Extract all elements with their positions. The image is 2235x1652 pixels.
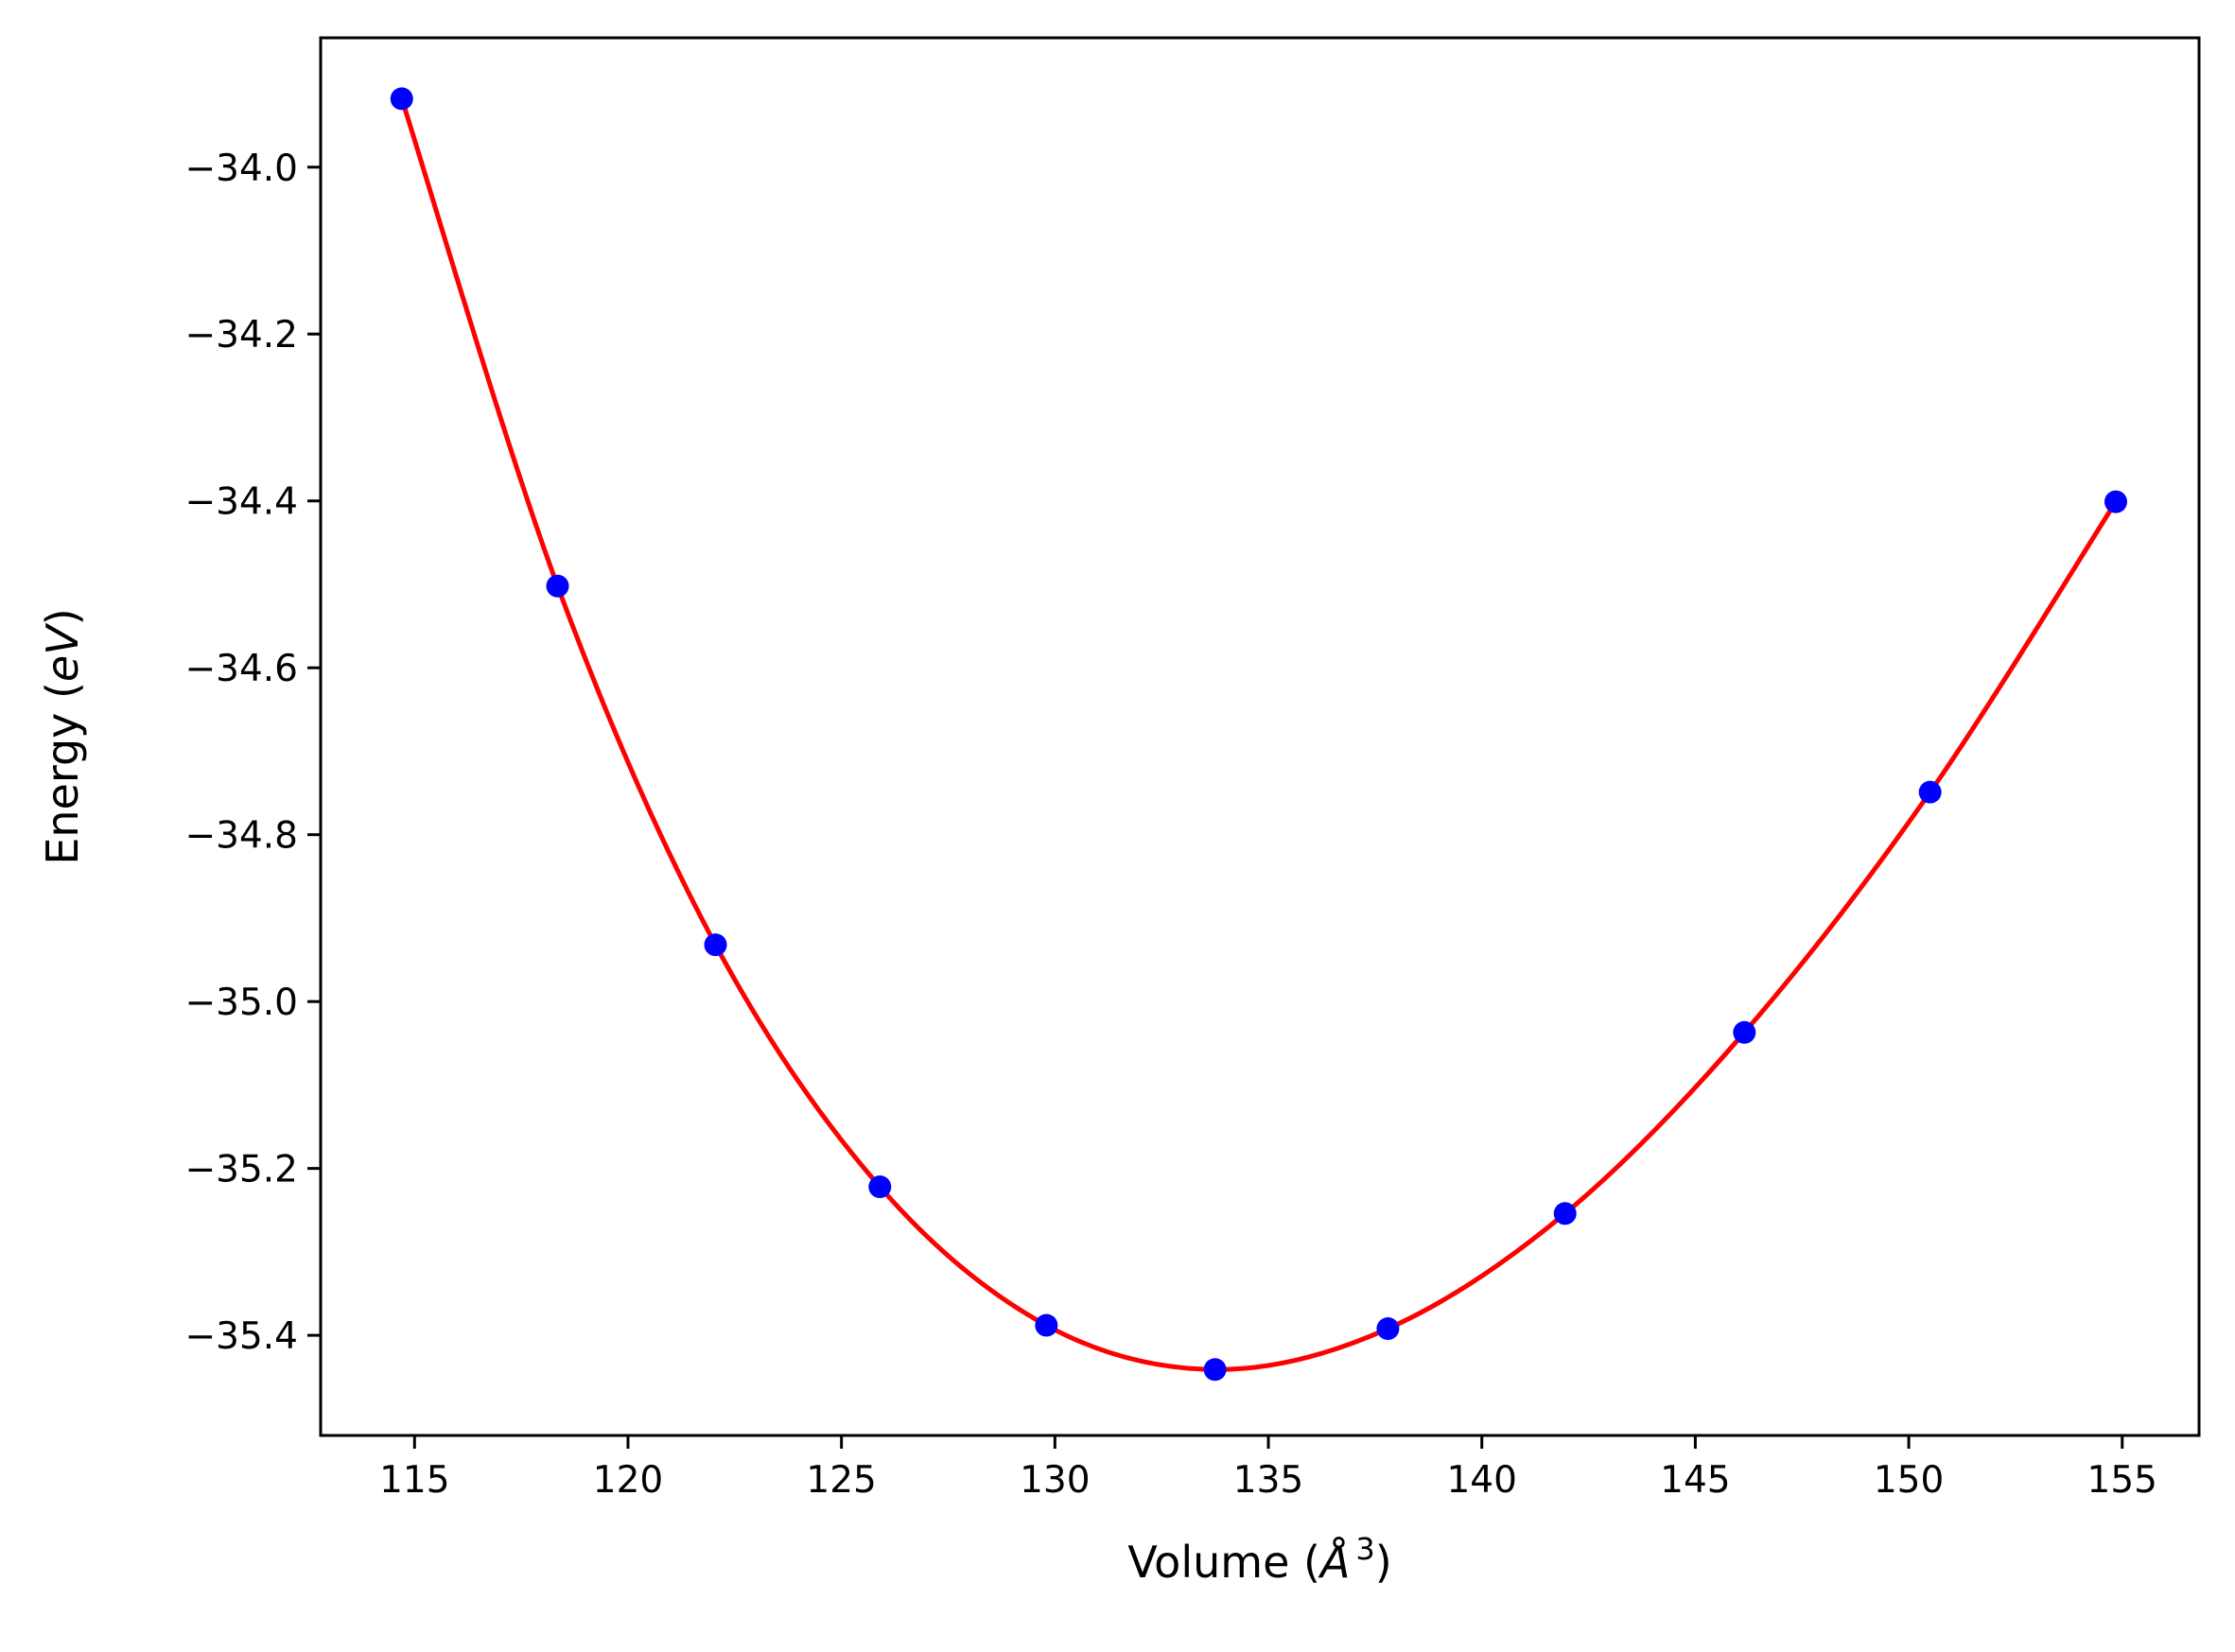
y-tick-label: −34.8 [184, 815, 298, 858]
x-axis-label: Volume (Å 3) [1127, 1531, 1391, 1588]
x-tick-label: 140 [1446, 1459, 1516, 1502]
y-tick-label: −35.2 [184, 1149, 298, 1191]
y-tick-label: −35.4 [184, 1315, 298, 1358]
x-axis-label-symbol: Å [1318, 1537, 1350, 1588]
y-tick-label: −34.4 [184, 481, 298, 524]
y-axis-label: Energy (eV) [37, 608, 88, 864]
data-point [1203, 1358, 1227, 1382]
data-point [1733, 1020, 1756, 1044]
y-tick-label: −35.0 [184, 982, 298, 1024]
x-tick-label: 150 [1874, 1459, 1944, 1502]
x-axis-ticks: 115 120 125 130 135 140 145 150 155 [379, 1435, 2157, 1502]
x-axis-label-exponent: 3 [1355, 1531, 1374, 1567]
y-axis-label-symbol: eV [37, 622, 88, 682]
y-tick-label: −34.6 [184, 648, 298, 690]
x-tick-label: 130 [1020, 1459, 1090, 1502]
data-point [1553, 1202, 1577, 1226]
data-point [546, 574, 569, 598]
data-point [704, 933, 727, 957]
x-tick-label: 115 [379, 1459, 449, 1502]
plot-frame [319, 36, 2201, 1437]
fit-curve [399, 97, 2119, 1372]
y-tick-label: −34.0 [184, 148, 298, 190]
x-tick-label: 120 [593, 1459, 663, 1502]
data-point [1918, 780, 1942, 804]
x-tick-label: 145 [1660, 1459, 1730, 1502]
x-axis-label-text: Volume ( [1127, 1537, 1320, 1588]
x-tick-label: 155 [2087, 1459, 2157, 1502]
plot-area [321, 38, 2199, 1435]
y-axis-label-text: Energy ( [37, 682, 88, 865]
data-point [390, 87, 413, 111]
x-axis-label-close: ) [1375, 1537, 1392, 1588]
x-tick-label: 135 [1233, 1459, 1303, 1502]
data-point [868, 1175, 892, 1199]
x-tick-label: 125 [806, 1459, 876, 1502]
data-point [1035, 1313, 1058, 1337]
y-axis-ticks: −34.0 −34.2 −34.4 −34.6 −34.8 −35.0 −35.2 −35.4 [184, 148, 321, 1358]
data-layer [390, 87, 2127, 1382]
y-axis-label-close: ) [37, 608, 88, 625]
data-point [1376, 1317, 1400, 1341]
data-point [2104, 490, 2127, 513]
y-tick-label: −34.2 [184, 314, 298, 356]
